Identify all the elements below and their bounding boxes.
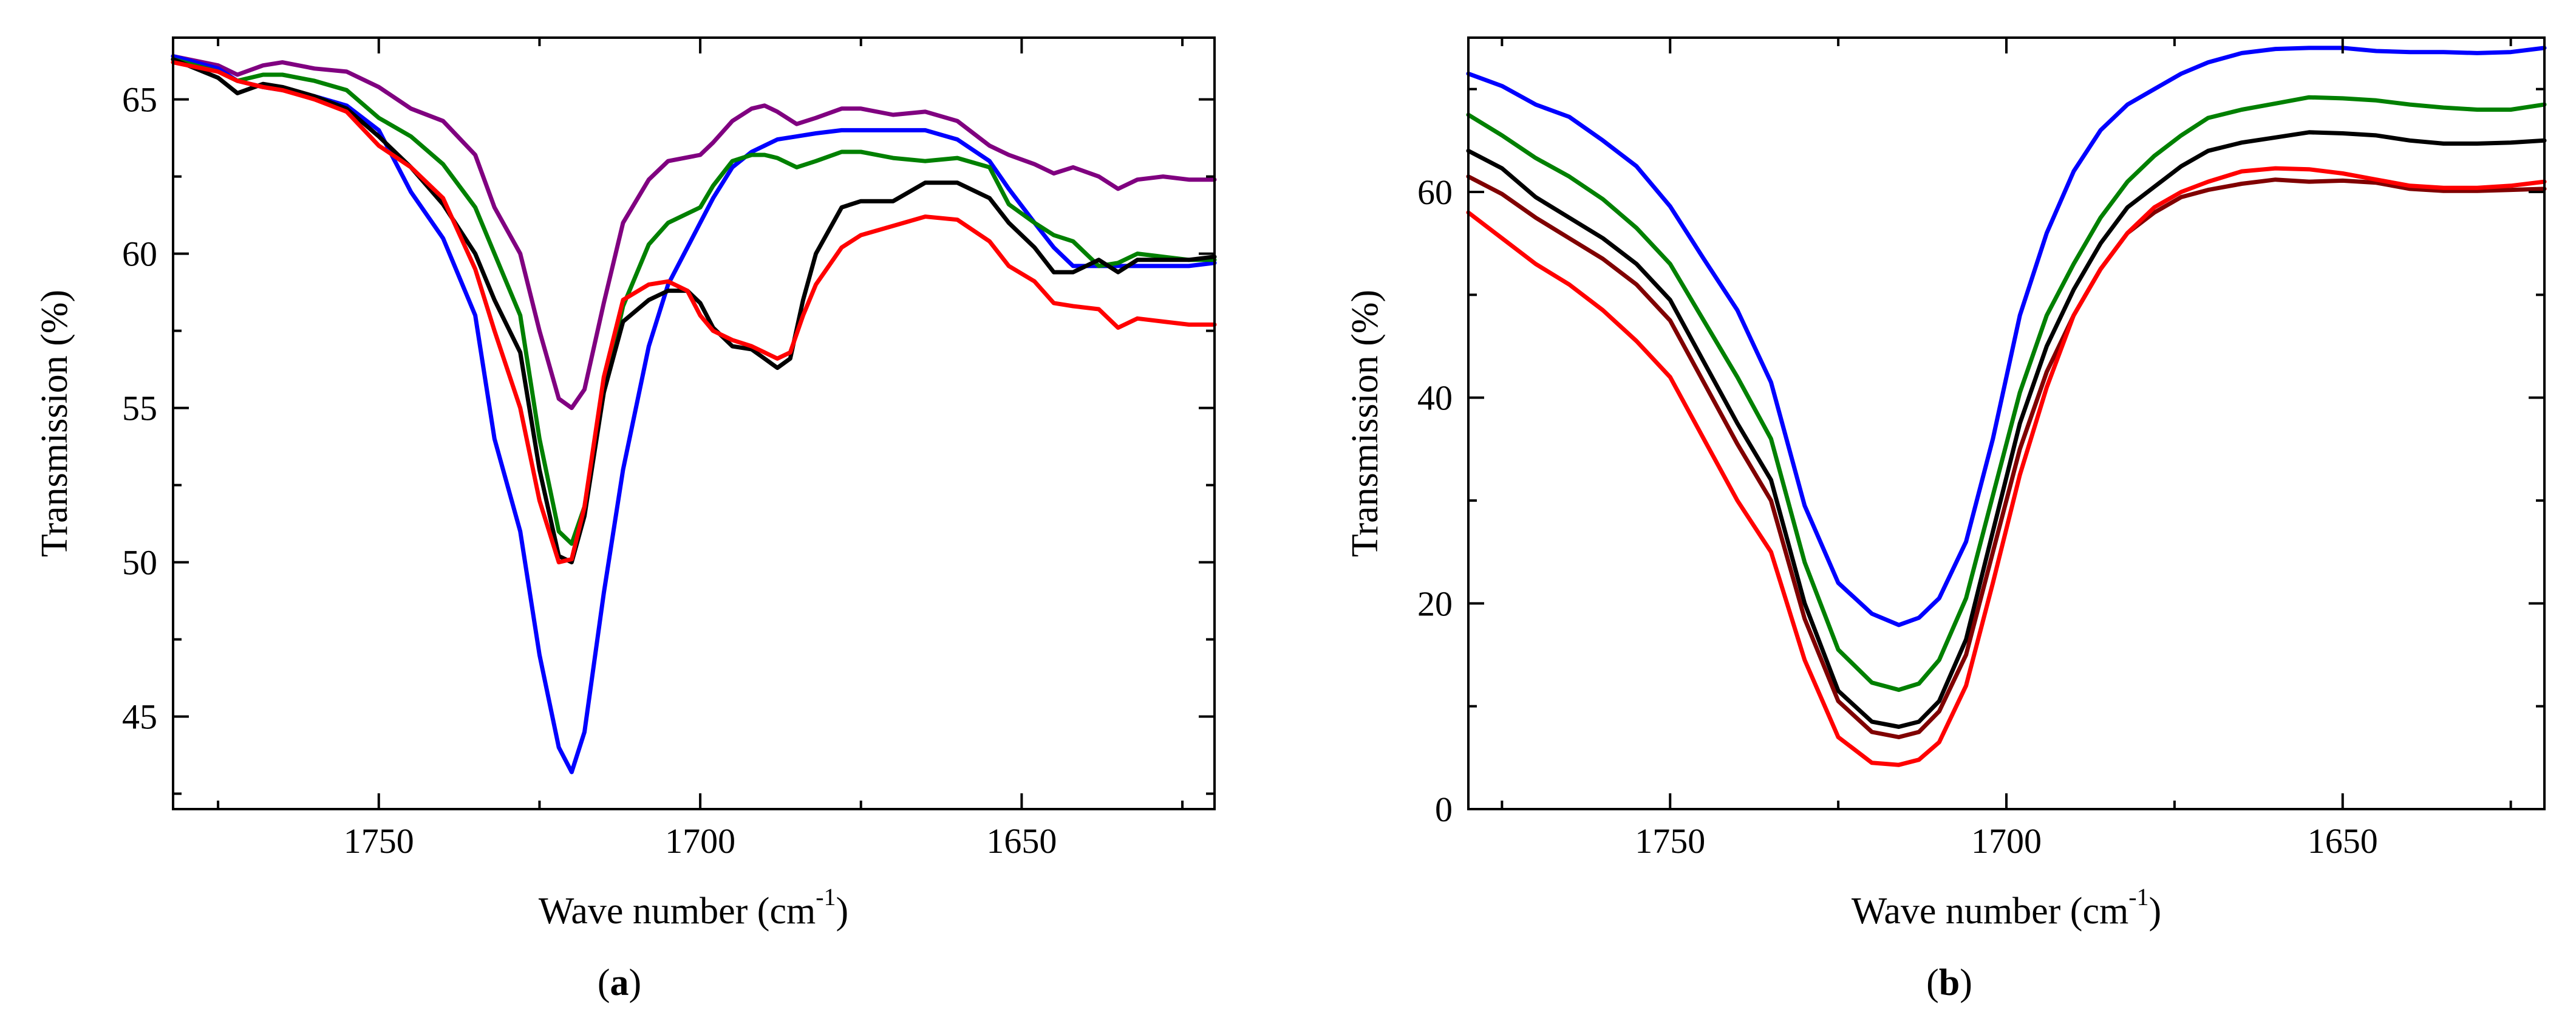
panel-a-tick-labels: 1750 1700 1650 45 50 55 60 65 bbox=[122, 80, 1057, 861]
panel-a-xlabel-text: Wave number bbox=[539, 891, 748, 932]
panel-a-series-black bbox=[171, 57, 1217, 565]
panel-a-xtick-label: 1750 bbox=[344, 821, 414, 861]
panel-a-ytick-label: 50 bbox=[122, 543, 157, 583]
panel-b-ylabel: Transmission (%) bbox=[1344, 290, 1386, 557]
panel-b: 1750 1700 1650 0 20 40 60 Transmission (%) Wav… bbox=[1344, 36, 2547, 1003]
panel-b-ytick-label: 20 bbox=[1417, 584, 1453, 623]
panel-b-tick-labels: 1750 1700 1650 0 20 40 60 bbox=[1417, 173, 2378, 861]
panel-a-ytick-label: 60 bbox=[122, 234, 157, 274]
panel-b-xlabel-text: Wave number bbox=[1852, 891, 2061, 932]
panel-b-ytick-label: 40 bbox=[1417, 378, 1453, 418]
panel-b-frame bbox=[1467, 36, 2546, 810]
panel-b-series-blue bbox=[1466, 46, 2547, 627]
panel-a-xtick-label: 1650 bbox=[986, 821, 1057, 861]
panel-a-series-red bbox=[171, 60, 1217, 565]
panel-b-xtick-label: 1650 bbox=[2308, 821, 2378, 861]
panel-b-ticks bbox=[1468, 38, 2544, 810]
panel-b-xlabel-exp: -1 bbox=[2128, 883, 2148, 911]
panel-b-xtick-label: 1700 bbox=[1971, 821, 2042, 861]
panel-a-xlabel-exp: -1 bbox=[816, 883, 836, 911]
panel-b-caption-letter: b bbox=[1939, 962, 1960, 1003]
panel-b-xtick-label: 1750 bbox=[1635, 821, 1705, 861]
panel-a-ticks bbox=[173, 38, 1215, 809]
panel-a-ytick-label: 65 bbox=[122, 80, 157, 120]
panel-a-caption-letter: a bbox=[610, 962, 629, 1003]
panel-a-series-green bbox=[171, 57, 1217, 546]
panel-a-ylabel: Transmission (%) bbox=[34, 290, 75, 557]
panel-a-caption: (a) bbox=[598, 962, 641, 1003]
panel-b-plot-area bbox=[1466, 46, 2547, 767]
panel-b-caption: (b) bbox=[1926, 962, 1972, 1003]
panel-b-ytick-label: 0 bbox=[1435, 790, 1453, 829]
panel-b-series-black bbox=[1466, 130, 2547, 729]
panel-a-xtick-label: 1700 bbox=[665, 821, 735, 861]
panel-b-xlabel-unit: cm bbox=[2082, 891, 2128, 932]
panel-a-plot-area bbox=[171, 54, 1217, 774]
panel-b-ytick-label: 60 bbox=[1417, 173, 1453, 212]
panel-a-ytick-label: 45 bbox=[122, 697, 157, 737]
panel-b-series-red bbox=[1466, 166, 2547, 767]
panel-b-series-dark-red bbox=[1466, 174, 2547, 739]
panel-b-series-green bbox=[1466, 95, 2547, 692]
panel-b-xlabel: Wave number (cm-1) bbox=[1852, 883, 2161, 932]
panel-a-xlabel: Wave number (cm-1) bbox=[539, 883, 848, 932]
panel-a-series-blue bbox=[171, 54, 1217, 774]
panel-a-series-purple bbox=[171, 54, 1217, 411]
panel-a-frame bbox=[172, 36, 1216, 810]
panel-a-ytick-label: 55 bbox=[122, 389, 157, 428]
panel-a-xlabel-unit: cm bbox=[769, 891, 816, 932]
